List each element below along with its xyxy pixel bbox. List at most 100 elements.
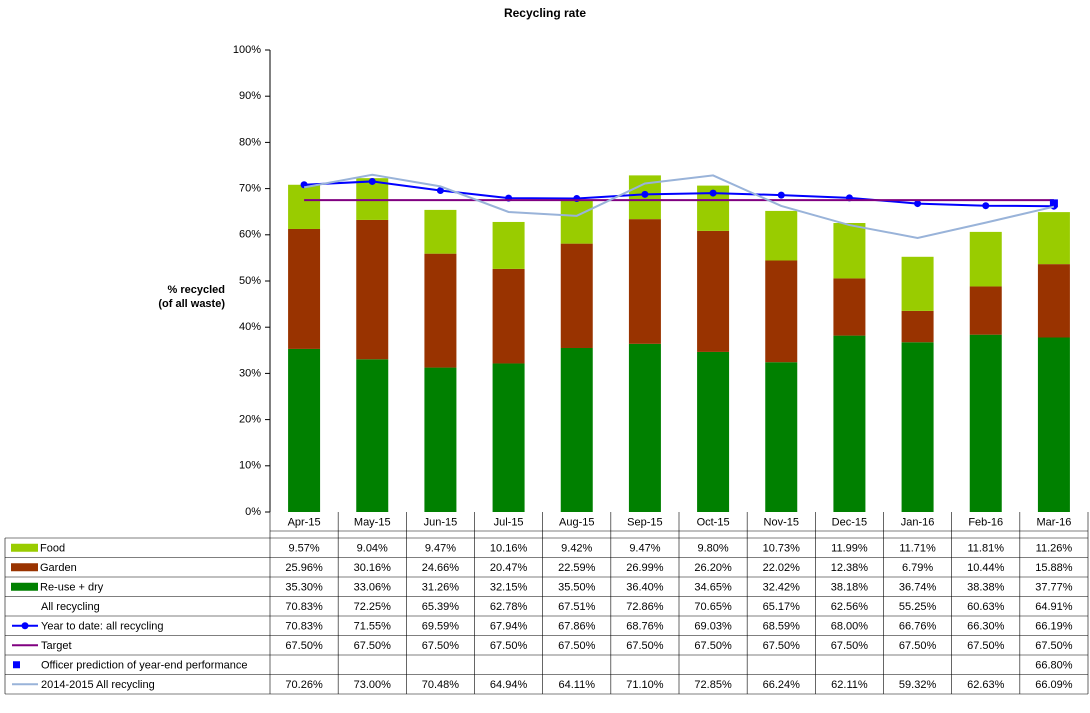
table-cell: 62.78% — [490, 601, 528, 613]
table-cell: 67.50% — [694, 640, 732, 652]
legend-label: Officer prediction of year-end performan… — [41, 660, 247, 672]
bar — [833, 223, 866, 279]
legend-label: Food — [40, 543, 65, 555]
x-tick-label: Nov-15 — [764, 516, 799, 528]
table-cell: 10.44% — [967, 562, 1005, 574]
bar — [356, 219, 389, 360]
table-cell: 67.50% — [490, 640, 528, 652]
table-cell: 37.77% — [1035, 582, 1073, 594]
table-cell: 66.24% — [763, 679, 801, 691]
bar — [765, 260, 798, 363]
table-cell: 11.99% — [831, 543, 868, 555]
bar — [492, 221, 525, 269]
bar — [969, 334, 1002, 512]
line-marker — [777, 191, 785, 199]
legend-key — [21, 622, 29, 630]
table-cell: 72.25% — [354, 601, 392, 613]
table-cell: 68.00% — [831, 621, 869, 633]
bar — [628, 343, 661, 512]
table-cell: 32.15% — [490, 582, 528, 594]
table-cell: 20.47% — [490, 562, 528, 574]
bar — [901, 310, 934, 343]
bar — [765, 362, 798, 512]
bar — [628, 219, 661, 344]
y-tick-label: 40% — [239, 321, 261, 333]
x-tick-label: Jun-15 — [424, 516, 458, 528]
table-cell: 64.91% — [1035, 601, 1073, 613]
table-cell: 31.26% — [422, 582, 460, 594]
table-cell: 64.11% — [559, 679, 596, 691]
line-marker — [914, 200, 922, 208]
table-cell: 65.39% — [422, 601, 460, 613]
x-tick-label: Jan-16 — [901, 516, 935, 528]
bar — [288, 228, 321, 349]
y-tick-label: 100% — [233, 44, 261, 56]
table-cell: 69.59% — [422, 621, 460, 633]
bar — [697, 351, 730, 512]
table-cell: 9.80% — [697, 543, 728, 555]
table-cell: 36.40% — [626, 582, 664, 594]
table-cell: 67.50% — [967, 640, 1005, 652]
x-tick-label: Oct-15 — [697, 516, 730, 528]
line-marker — [436, 186, 444, 194]
table-cell: 68.59% — [763, 621, 801, 633]
table-cell: 12.38% — [831, 562, 869, 574]
legend-label: All recycling — [41, 601, 100, 613]
bar — [288, 348, 321, 512]
legend-label: Target — [41, 640, 72, 652]
bar — [424, 209, 457, 254]
y-tick-label: 20% — [239, 414, 261, 426]
table-cell: 62.63% — [967, 679, 1005, 691]
bar — [492, 268, 525, 364]
line-marker — [641, 190, 649, 198]
table-cell: 38.38% — [967, 582, 1005, 594]
x-tick-label: Sep-15 — [627, 516, 662, 528]
y-tick-label: 10% — [239, 460, 261, 472]
table-cell: 70.83% — [285, 621, 323, 633]
table-cell: 67.86% — [558, 621, 596, 633]
table-cell: 26.99% — [626, 562, 664, 574]
table-cell: 67.94% — [490, 621, 528, 633]
bar — [560, 347, 593, 512]
table-cell: 67.50% — [1035, 640, 1073, 652]
x-tick-label: Apr-15 — [288, 516, 321, 528]
y-tick-label: 0% — [245, 506, 261, 518]
table-cell: 65.17% — [763, 601, 801, 613]
legend-key — [11, 543, 38, 552]
table-cell: 15.88% — [1035, 562, 1073, 574]
y-tick-label: 50% — [239, 275, 261, 287]
x-tick-label: Dec-15 — [832, 516, 867, 528]
legend-key — [11, 582, 38, 591]
table-cell: 66.80% — [1035, 660, 1073, 672]
table-cell: 67.50% — [626, 640, 664, 652]
table-cell: 72.85% — [694, 679, 732, 691]
table-cell: 34.65% — [694, 582, 732, 594]
table-cell: 67.50% — [763, 640, 801, 652]
table-cell: 35.50% — [558, 582, 596, 594]
table-cell: 24.66% — [422, 562, 460, 574]
table-cell: 67.50% — [285, 640, 323, 652]
table-cell: 67.51% — [558, 601, 596, 613]
table-cell: 69.03% — [694, 621, 732, 633]
table-cell: 11.81% — [968, 543, 1005, 555]
table-cell: 35.30% — [285, 582, 323, 594]
line-marker — [982, 202, 990, 210]
table-cell: 66.19% — [1035, 621, 1073, 633]
bar — [765, 210, 798, 261]
table-cell: 70.48% — [422, 679, 460, 691]
table-cell: 67.50% — [831, 640, 869, 652]
bar — [969, 286, 1002, 335]
table-cell: 64.94% — [490, 679, 528, 691]
legend-label: Year to date: all recycling — [41, 621, 164, 633]
table-cell: 71.10% — [626, 679, 664, 691]
table-cell: 38.18% — [831, 582, 869, 594]
bar — [424, 367, 457, 512]
table-cell: 9.57% — [288, 543, 319, 555]
table-cell: 11.71% — [899, 543, 936, 555]
table-cell: 9.47% — [629, 543, 660, 555]
y-tick-label: 70% — [239, 183, 261, 195]
table-cell: 22.59% — [558, 562, 596, 574]
table-cell: 66.76% — [899, 621, 937, 633]
x-tick-label: Aug-15 — [559, 516, 594, 528]
table-cell: 72.86% — [626, 601, 664, 613]
